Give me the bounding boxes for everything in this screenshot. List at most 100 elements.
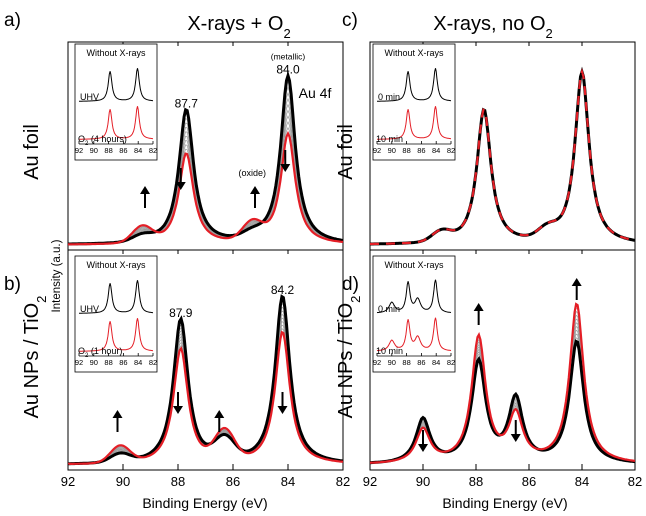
panel-letter: c) bbox=[342, 10, 358, 31]
inset-title: Without X-rays bbox=[86, 260, 146, 270]
inset-top-label: UHV bbox=[80, 304, 99, 314]
inset-tick-label: 82 bbox=[149, 146, 157, 155]
inset-tick-label: 82 bbox=[447, 146, 455, 155]
peak-label: 84.2 bbox=[271, 283, 295, 297]
col-title-left: X-rays + O2 bbox=[187, 13, 290, 41]
inset-tick-label: 84 bbox=[432, 358, 440, 367]
panel-a: a) 87.7 84.0(metallic) (oxide) Au 4f Without … bbox=[4, 10, 344, 251]
inset-tick-label: 88 bbox=[402, 358, 410, 367]
inset-frame bbox=[372, 43, 456, 161]
x-axis-label-right: Binding Energy (eV) bbox=[442, 495, 567, 511]
series-final-line bbox=[369, 302, 636, 464]
orbital-label: Au 4f bbox=[299, 85, 332, 101]
inset: Without X-rays 0 min 10 min 92 90 88 86 84 82 bbox=[372, 255, 456, 373]
series-initial-line bbox=[369, 339, 636, 465]
x-tick-label: 92 bbox=[363, 474, 377, 489]
arrow-head bbox=[214, 410, 225, 418]
inset-top-label: 0 min bbox=[378, 304, 400, 314]
x-axis-label-left: Binding Energy (eV) bbox=[142, 495, 267, 511]
inset-tick-label: 86 bbox=[119, 358, 127, 367]
inset-tick-label: 88 bbox=[104, 146, 112, 155]
peak-label: 84.0 bbox=[276, 63, 300, 77]
panel-c: c) Without X-rays 0 min 10 min 92 90 88 86 84 82 bbox=[342, 10, 636, 251]
oxide-label: (oxide) bbox=[238, 168, 266, 178]
row-label-bottom-left: Au NPs / TiO2 bbox=[21, 296, 49, 419]
col-title-right: X-rays, no O2 bbox=[433, 13, 553, 41]
inset-tick-label: 92 bbox=[373, 358, 381, 367]
arrow-head bbox=[112, 410, 123, 418]
arrow-head bbox=[173, 406, 183, 414]
inset-title: Without X-rays bbox=[384, 260, 444, 270]
inset-tick-label: 86 bbox=[119, 146, 127, 155]
x-tick-label: 82 bbox=[336, 474, 350, 489]
inset-frame bbox=[74, 255, 158, 373]
inset-line-top bbox=[377, 68, 452, 102]
inset-tick-label: 84 bbox=[432, 146, 440, 155]
x-tick-label: 86 bbox=[226, 474, 240, 489]
arrow-head bbox=[277, 406, 288, 414]
x-tick-label: 88 bbox=[171, 474, 185, 489]
arrow-head bbox=[175, 182, 186, 190]
inset-tick-label: 92 bbox=[75, 358, 83, 367]
inset-tick-label: 92 bbox=[75, 146, 83, 155]
inset-line-bottom bbox=[376, 317, 452, 352]
inset-tick-label: 92 bbox=[373, 146, 381, 155]
inset-top-label: 0 min bbox=[378, 92, 400, 102]
inset-tick-label: 90 bbox=[388, 146, 396, 155]
panel-d: 92 90 88 86 84 82 d) Without X-rays 0 min 10 min 9… bbox=[342, 249, 642, 489]
y-axis-label: Intensity (a.u.) bbox=[51, 239, 63, 312]
x-tick-label: 86 bbox=[522, 474, 536, 489]
inset-tick-label: 86 bbox=[417, 358, 425, 367]
arrow-head bbox=[418, 444, 428, 452]
inset-tick-label: 84 bbox=[134, 146, 142, 155]
arrow-head bbox=[571, 278, 582, 286]
series-final-line bbox=[370, 67, 636, 246]
arrow-head bbox=[250, 186, 260, 194]
inset-tick-label: 90 bbox=[90, 358, 98, 367]
x-tick-label: 90 bbox=[116, 474, 130, 489]
panel-frame bbox=[67, 249, 344, 471]
inset-title: Without X-rays bbox=[86, 48, 146, 58]
x-tick-label: 82 bbox=[628, 474, 642, 489]
peak-note: (metallic) bbox=[271, 52, 306, 62]
row-label-top-left: Au foil bbox=[21, 124, 43, 180]
panel-letter: a) bbox=[4, 10, 21, 31]
inset-tick-label: 90 bbox=[388, 358, 396, 367]
x-tick-label: 92 bbox=[61, 474, 75, 489]
x-tick-label: 84 bbox=[575, 474, 589, 489]
panel-letter: d) bbox=[342, 274, 359, 295]
inset-title: Without X-rays bbox=[384, 48, 444, 58]
inset-tick-label: 84 bbox=[134, 358, 142, 367]
inset-tick-label: 88 bbox=[104, 358, 112, 367]
arrow-head bbox=[473, 303, 484, 311]
inset-line-bottom bbox=[79, 106, 154, 140]
peak-label: 87.7 bbox=[175, 96, 199, 110]
inset-frame bbox=[372, 255, 456, 373]
inset-line-bottom bbox=[377, 106, 452, 140]
inset-tick-label: 86 bbox=[417, 146, 425, 155]
series-final-line bbox=[68, 330, 344, 465]
arrow-head bbox=[280, 164, 291, 172]
inset-line-top bbox=[376, 279, 452, 314]
x-tick-label: 88 bbox=[469, 474, 483, 489]
inset-frame bbox=[74, 43, 158, 161]
x-tick-label: 90 bbox=[416, 474, 430, 489]
series-final-line bbox=[67, 130, 344, 246]
inset-bottom-label: 10 min bbox=[376, 134, 403, 144]
inset-tick-label: 82 bbox=[447, 358, 455, 367]
arrow-head bbox=[140, 186, 150, 194]
inset-top-label: UHV bbox=[80, 92, 99, 102]
inset-tick-label: 90 bbox=[90, 146, 98, 155]
panel-frame bbox=[369, 249, 636, 471]
inset-tick-label: 82 bbox=[149, 358, 157, 367]
x-tick-label: 84 bbox=[281, 474, 295, 489]
panel-letter: b) bbox=[4, 274, 21, 295]
inset-line-top bbox=[79, 68, 154, 102]
row-label-top-right: Au foil bbox=[335, 124, 357, 180]
inset-bottom-label: 10 min bbox=[376, 346, 403, 356]
series-initial-line bbox=[68, 294, 344, 466]
